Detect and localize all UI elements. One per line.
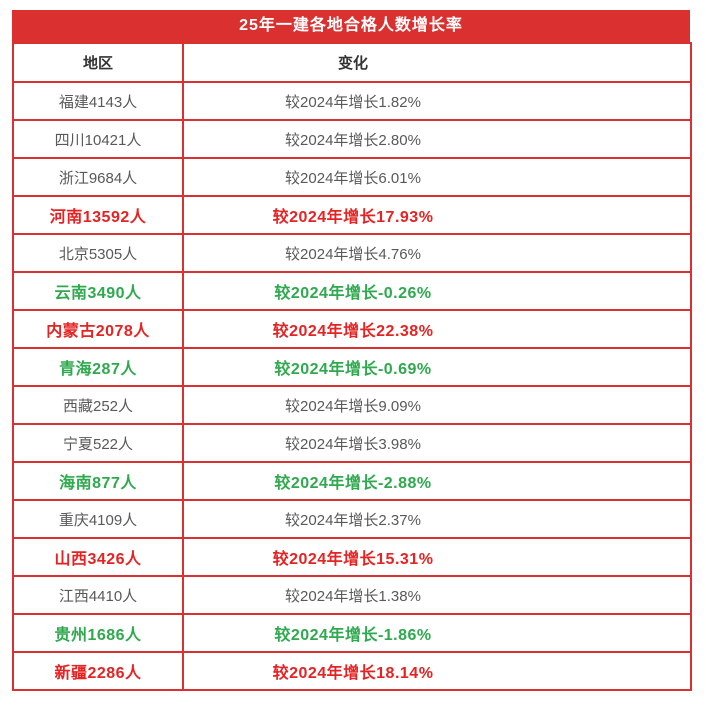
growth-rate-table: 地区 变化 福建4143人 较2024年增长1.82% 四川10421人 较20…	[12, 42, 692, 691]
header-row: 地区 变化	[12, 42, 692, 83]
region-cell: 山西3426人	[12, 537, 184, 577]
change-cell: 较2024年增长1.82%	[182, 81, 692, 121]
table-row: 海南877人 较2024年增长-2.88%	[12, 461, 692, 501]
change-cell: 较2024年增长9.09%	[182, 385, 692, 425]
change-column-header: 变化	[182, 42, 692, 83]
table-row: 青海287人 较2024年增长-0.69%	[12, 347, 692, 387]
change-cell: 较2024年增长18.14%	[182, 651, 692, 691]
region-cell: 浙江9684人	[12, 157, 184, 197]
region-cell: 贵州1686人	[12, 613, 184, 653]
region-cell: 河南13592人	[12, 195, 184, 235]
table-row: 新疆2286人 较2024年增长18.14%	[12, 651, 692, 691]
region-cell: 内蒙古2078人	[12, 309, 184, 349]
table-title: 25年一建各地合格人数增长率	[12, 10, 690, 42]
growth-rate-table-card: 25年一建各地合格人数增长率 地区 变化 福建4143人 较2024年增长1.8…	[12, 10, 692, 691]
region-cell: 重庆4109人	[12, 499, 184, 539]
region-cell: 北京5305人	[12, 233, 184, 273]
table-row: 江西4410人 较2024年增长1.38%	[12, 575, 692, 615]
change-cell: 较2024年增长-2.88%	[182, 461, 692, 501]
table-row: 浙江9684人 较2024年增长6.01%	[12, 157, 692, 197]
region-cell: 四川10421人	[12, 119, 184, 159]
table-row: 贵州1686人 较2024年增长-1.86%	[12, 613, 692, 653]
change-cell: 较2024年增长17.93%	[182, 195, 692, 235]
table-row: 河南13592人 较2024年增长17.93%	[12, 195, 692, 235]
change-cell: 较2024年增长3.98%	[182, 423, 692, 463]
region-cell: 西藏252人	[12, 385, 184, 425]
region-cell: 云南3490人	[12, 271, 184, 311]
table-row: 重庆4109人 较2024年增长2.37%	[12, 499, 692, 539]
region-cell: 福建4143人	[12, 81, 184, 121]
table-row: 山西3426人 较2024年增长15.31%	[12, 537, 692, 577]
table-row: 四川10421人 较2024年增长2.80%	[12, 119, 692, 159]
change-cell: 较2024年增长22.38%	[182, 309, 692, 349]
table-row: 云南3490人 较2024年增长-0.26%	[12, 271, 692, 311]
change-cell: 较2024年增长4.76%	[182, 233, 692, 273]
region-cell: 青海287人	[12, 347, 184, 387]
change-cell: 较2024年增长6.01%	[182, 157, 692, 197]
region-cell: 海南877人	[12, 461, 184, 501]
change-cell: 较2024年增长15.31%	[182, 537, 692, 577]
change-cell: 较2024年增长-0.26%	[182, 271, 692, 311]
region-column-header: 地区	[12, 42, 184, 83]
table-row: 宁夏522人 较2024年增长3.98%	[12, 423, 692, 463]
region-cell: 江西4410人	[12, 575, 184, 615]
table-row: 西藏252人 较2024年增长9.09%	[12, 385, 692, 425]
table-body: 福建4143人 较2024年增长1.82% 四川10421人 较2024年增长2…	[12, 81, 692, 691]
region-cell: 宁夏522人	[12, 423, 184, 463]
table-row: 北京5305人 较2024年增长4.76%	[12, 233, 692, 273]
table-row: 内蒙古2078人 较2024年增长22.38%	[12, 309, 692, 349]
change-cell: 较2024年增长1.38%	[182, 575, 692, 615]
table-row: 福建4143人 较2024年增长1.82%	[12, 81, 692, 121]
change-cell: 较2024年增长-0.69%	[182, 347, 692, 387]
change-cell: 较2024年增长-1.86%	[182, 613, 692, 653]
change-cell: 较2024年增长2.80%	[182, 119, 692, 159]
change-cell: 较2024年增长2.37%	[182, 499, 692, 539]
region-cell: 新疆2286人	[12, 651, 184, 691]
